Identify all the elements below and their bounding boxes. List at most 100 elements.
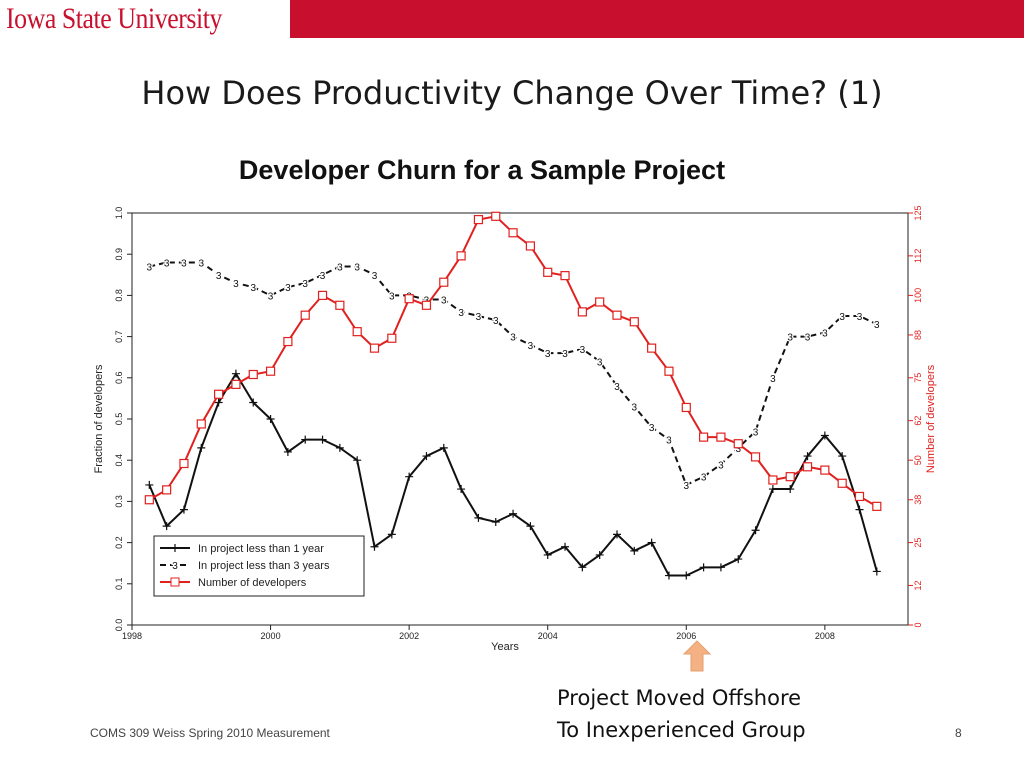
data-point [491,518,500,526]
data-point: 3 [233,279,239,290]
data-point: 3 [562,349,568,360]
data-point: 3 [372,271,378,282]
data-point [214,389,224,399]
data-point [803,452,812,461]
x-axis-label: Years [491,641,519,653]
y-tick-label: 0.8 [114,289,124,302]
data-point [854,491,865,502]
data-point: 3 [805,333,811,344]
data-point [872,567,881,576]
data-point: 3 [268,291,274,302]
data-point [301,435,310,444]
data-point: 3 [164,258,170,269]
data-point [196,419,206,429]
data-point [647,343,657,353]
data-point [543,267,553,277]
data-point [404,294,414,304]
legend-box [153,535,365,597]
data-point: 3 [285,283,291,294]
data-point: 3 [354,263,360,274]
chart-title: Developer Churn for a Sample Project [238,155,726,185]
data-point [561,542,570,551]
data-point [353,456,362,465]
data-point: 3 [718,460,724,471]
data-point [664,366,674,376]
legend-marker: 3 [172,561,178,572]
y2-axis-label: Number of developers [925,364,937,473]
data-point [473,214,484,225]
y2-tick-label: 12 [913,580,923,590]
data-point [317,290,328,301]
data-point [750,452,761,462]
y2-tick-label: 75 [913,373,923,383]
data-point [300,310,310,320]
data-point: 3 [320,271,326,282]
data-point [612,310,622,320]
offshore-note-line2: To Inexperienced Group [557,718,806,742]
data-point [699,563,708,572]
data-point [145,480,154,489]
data-point [387,333,397,343]
data-point: 3 [389,291,395,302]
offshore-note: Project Moved Offshore To Inexperienced … [557,682,806,746]
data-point [144,495,154,505]
data-point [543,550,552,559]
data-point [577,307,587,317]
y-tick-label: 0.3 [114,495,124,508]
data-point [855,505,864,514]
data-point [387,530,396,539]
y-tick-label: 0.7 [114,330,124,343]
y-tick-label: 0.9 [114,248,124,261]
data-point: 3 [839,312,845,323]
data-point [613,530,621,539]
data-point [560,271,570,281]
data-point [231,379,241,389]
data-point [249,398,258,407]
header-banner: Iowa State University [0,0,1024,38]
data-point: 3 [528,341,534,352]
x-tick-label: 2006 [676,631,696,641]
data-point [681,402,691,413]
slide-footer: COMS 309 Weiss Spring 2010 Measurement [90,726,330,740]
data-point [266,415,275,423]
data-point [578,563,587,572]
data-point [352,327,362,337]
data-point [525,241,535,251]
data-point [197,443,206,452]
data-point [162,522,171,531]
data-point [595,297,605,307]
data-point: 3 [458,308,464,319]
legend-label: Number of developers [198,577,307,589]
data-point [595,550,604,559]
slide-title: How Does Productivity Change Over Time? … [141,74,883,112]
data-point: 3 [822,328,828,339]
data-point: 3 [441,296,447,307]
y2-tick-label: 88 [913,330,923,340]
offshore-note-line1: Project Moved Offshore [557,686,802,710]
y2-tick-label: 112 [913,249,923,263]
legend: In project less than 1 year 3 In project l… [153,535,365,597]
data-point [508,228,518,238]
x-tick-label: 2002 [399,631,419,641]
data-point [179,505,188,514]
data-point: 3 [597,357,603,368]
data-point: 3 [476,312,482,323]
y-tick-label: 0.1 [114,578,124,591]
y2-tick-label: 38 [913,495,923,505]
data-point: 3 [857,312,863,323]
data-point: 3 [302,279,308,290]
data-point [421,300,432,310]
data-point: 3 [147,263,153,274]
data-point [439,443,448,452]
data-point: 3 [735,444,741,455]
y2-tick-label: 25 [913,538,923,548]
data-point: 3 [580,345,586,356]
developer-churn-chart: 1998 2000 2002 2004 2006 2008 Years 0.0 0.1 0.2 0.… [93,205,937,653]
data-point: 3 [632,403,638,414]
data-point [335,443,344,452]
data-point [647,538,656,547]
data-point [733,439,743,449]
data-point [283,447,292,456]
data-point: 3 [770,374,776,385]
legend-marker [170,577,180,587]
